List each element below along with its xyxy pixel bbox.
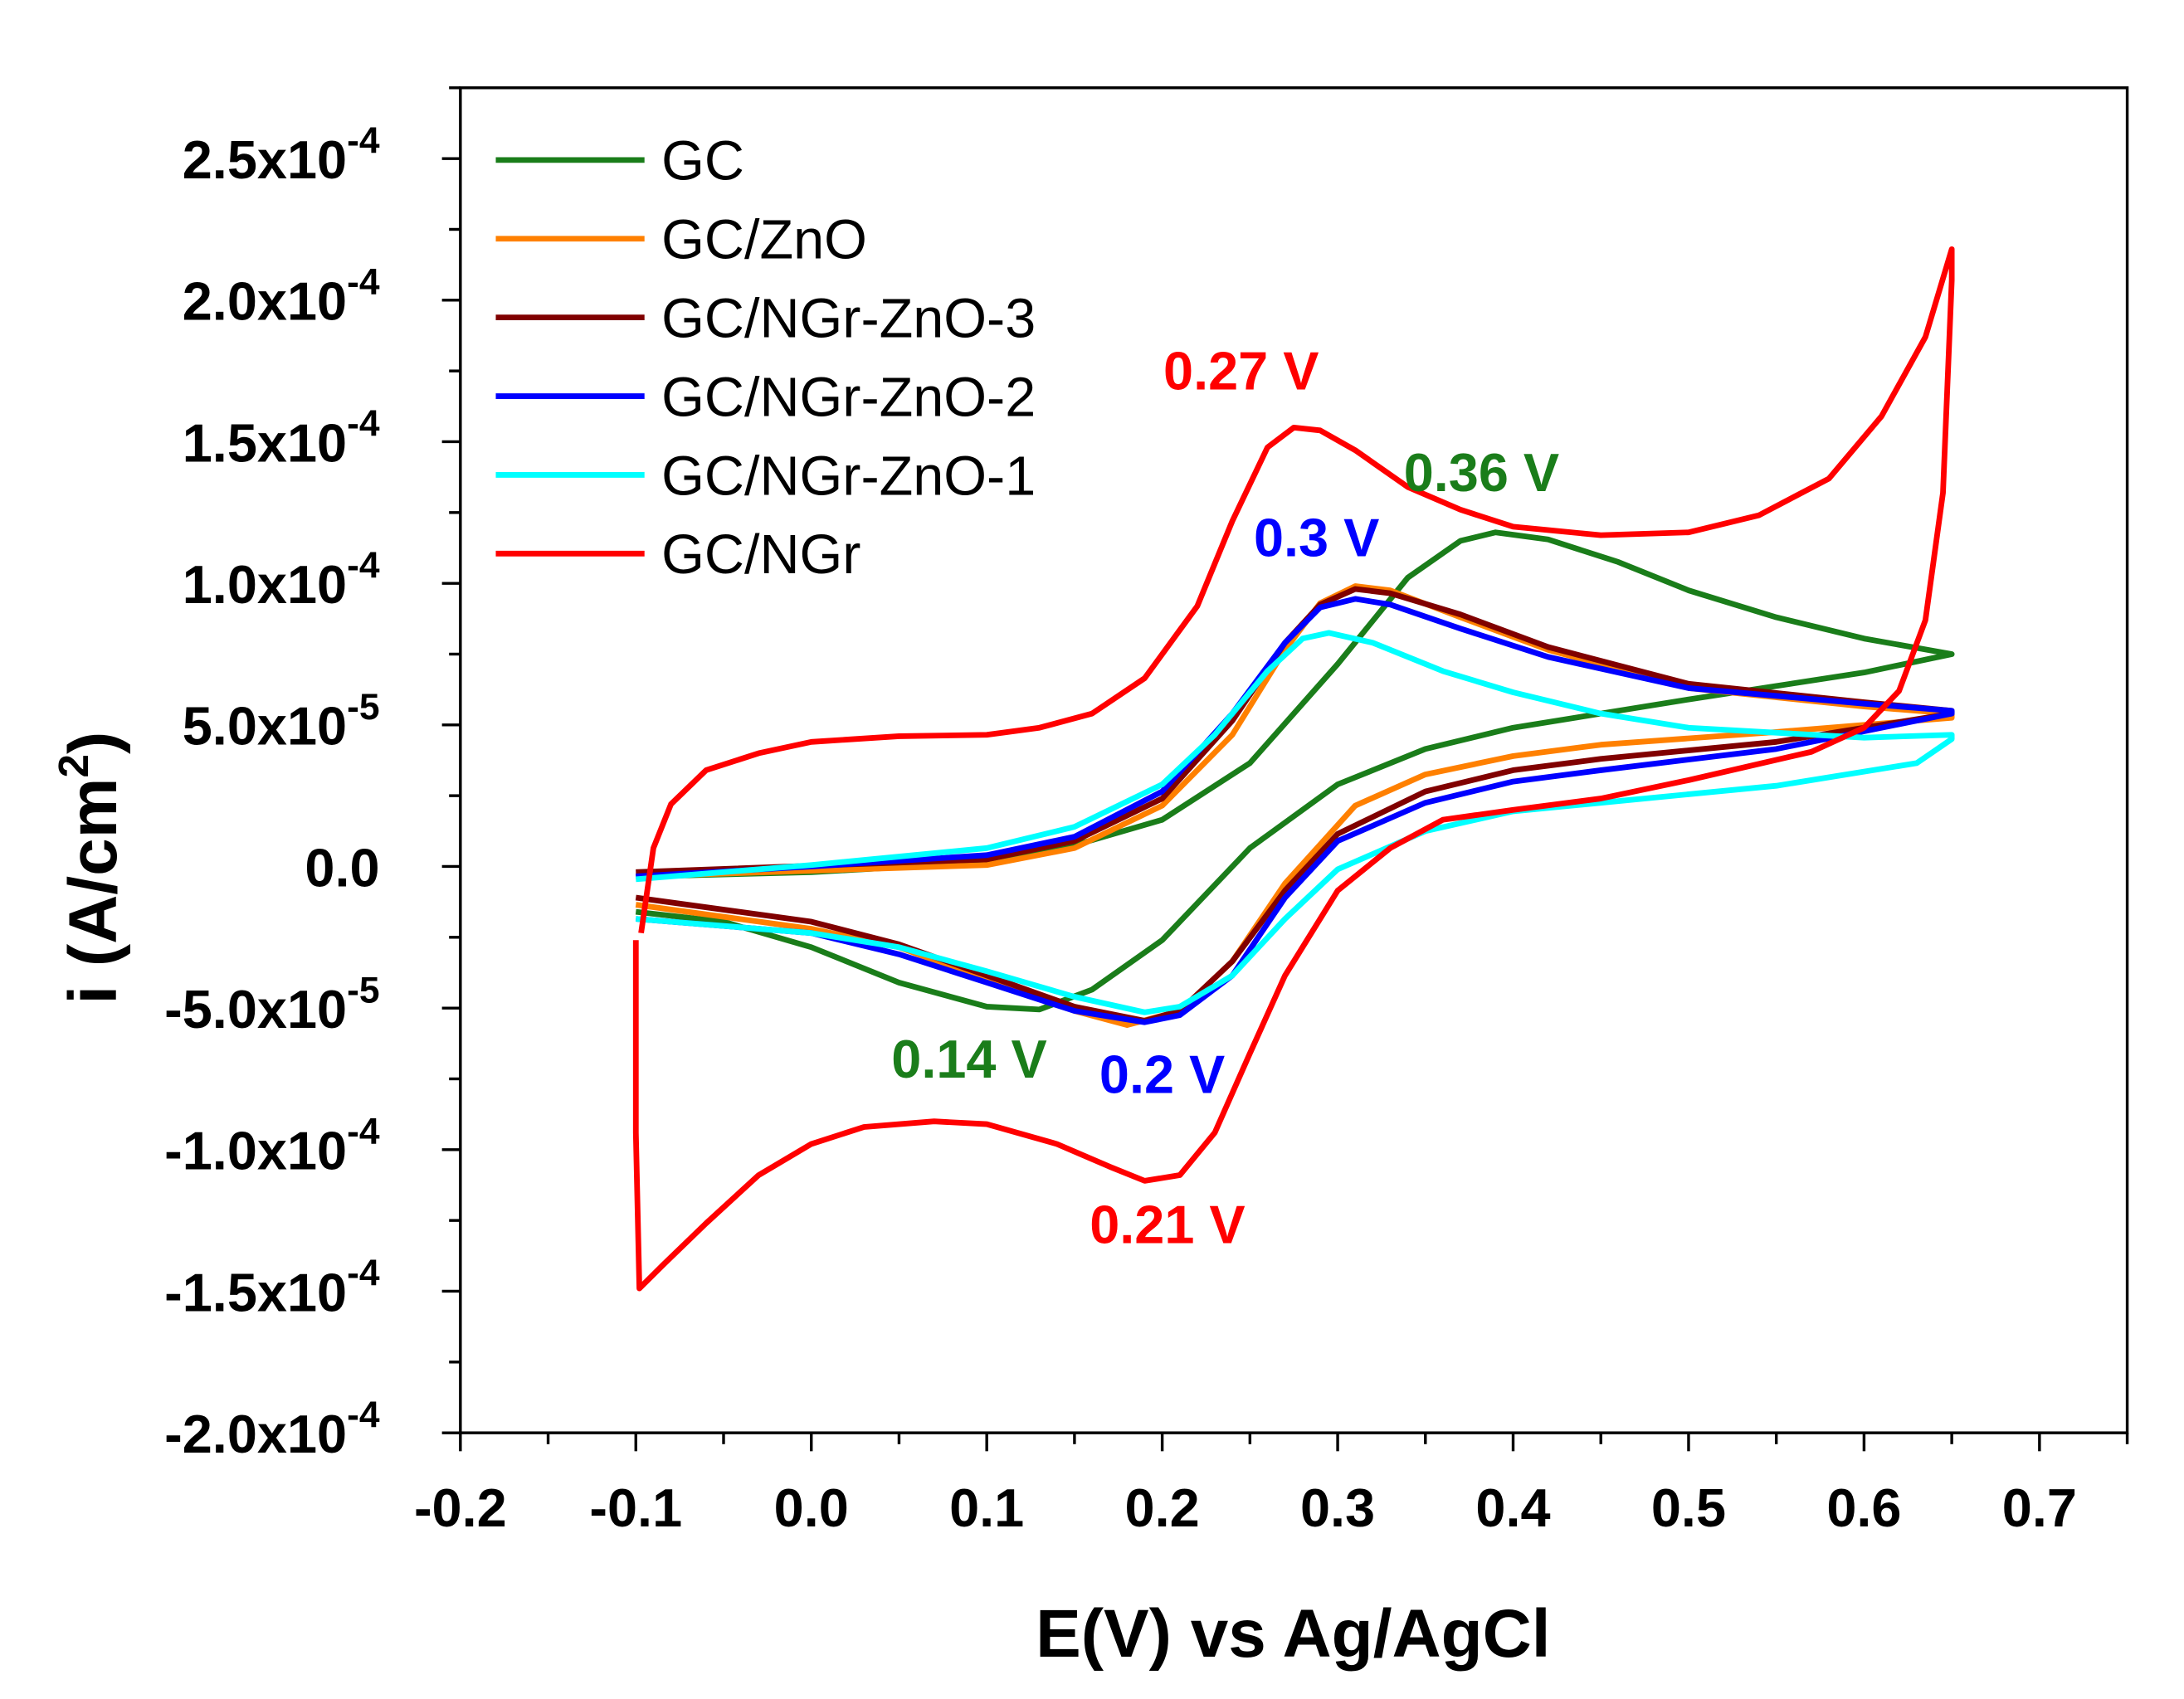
peak-annotation: 0.2 V	[1099, 1044, 1225, 1105]
y-tick-mantissa: 2.5x10	[183, 129, 347, 190]
y-tick-label: -2.0x10-4	[164, 1395, 380, 1464]
y-tick-label: 2.5x10-4	[183, 120, 380, 190]
y-tick-exponent: -4	[347, 1112, 380, 1152]
x-axis-label: E(V) vs Ag/AgCl	[1036, 1596, 1550, 1672]
series-line-gc-ngr-zno-1	[636, 630, 1955, 1015]
plot-frame	[459, 86, 2129, 1434]
peak-annotation: 0.14 V	[891, 1029, 1046, 1089]
y-axis-label: i (A/cm2)	[50, 732, 131, 1005]
y-tick-label: -5.0x10-5	[164, 970, 379, 1039]
y-tick-mantissa: 1.5x10	[183, 412, 347, 473]
y-tick-exponent: -5	[347, 687, 379, 728]
legend-label: GC/NGr-ZnO-2	[661, 367, 1036, 428]
peak-annotation: 0.3 V	[1254, 508, 1379, 568]
y-tick-exponent: -4	[347, 262, 380, 303]
x-tick-label: 0.5	[1651, 1477, 1726, 1538]
x-tick-label: 0.1	[949, 1477, 1024, 1538]
y-tick-label: -1.5x10-4	[164, 1254, 380, 1323]
peak-annotation: 0.36 V	[1404, 442, 1559, 503]
x-tick-label: 0.3	[1300, 1477, 1375, 1538]
legend-label: GC/ZnO	[661, 210, 867, 271]
y-tick-mantissa: 1.0x10	[183, 554, 347, 615]
y-tick-mantissa: 0.0	[305, 837, 379, 898]
x-tick-label: -0.1	[589, 1477, 682, 1538]
peak-annotations: 0.27 V 0.36 V 0.3 V 0.14 V 0.2 V 0.21 V	[891, 340, 1559, 1254]
y-axis-label-main: i (A/cm	[56, 778, 131, 1005]
axis-ticks: -0.2 -0.1 0.0 0.1 0.2 0.3 0.4 0.5 0.6 0.72.5x10-4…	[164, 86, 2129, 1538]
x-tick-label: 0.2	[1125, 1477, 1200, 1538]
legend-label: GC/NGr	[661, 524, 860, 586]
y-tick-label: 1.5x10-4	[183, 404, 380, 474]
series-line-gc-zno	[635, 583, 1955, 1029]
y-tick-label: 5.0x10-5	[183, 687, 380, 757]
y-tick-exponent: -4	[347, 545, 380, 586]
y-tick-exponent: -4	[347, 120, 380, 161]
y-tick-mantissa: 2.0x10	[183, 271, 347, 332]
series-curves	[632, 246, 1955, 1292]
y-tick-label: 2.0x10-4	[183, 262, 380, 332]
peak-annotation: 0.21 V	[1090, 1194, 1245, 1254]
legend: GC GC/ZnO GC/NGr-ZnO-3 GC/NGr-ZnO-2 GC/NGr-Z…	[495, 131, 1036, 586]
legend-label: GC	[661, 131, 744, 192]
y-tick-label: -1.0x10-4	[164, 1112, 380, 1181]
x-tick-label: 0.0	[774, 1477, 849, 1538]
x-tick-label: 0.6	[1826, 1477, 1901, 1538]
y-tick-mantissa: -5.0x10	[164, 979, 347, 1039]
x-tick-label: 0.7	[2002, 1477, 2077, 1538]
series-line-gc	[635, 529, 1955, 1013]
y-tick-mantissa: 5.0x10	[183, 696, 347, 757]
y-tick-exponent: -4	[347, 1254, 380, 1294]
y-tick-label: 0.0	[305, 837, 379, 898]
y-tick-mantissa: -2.0x10	[164, 1404, 347, 1464]
y-axis-label-end: )	[56, 732, 131, 754]
x-tick-label: 0.4	[1475, 1477, 1550, 1538]
legend-label: GC/NGr-ZnO-1	[661, 445, 1036, 507]
legend-label: GC/NGr-ZnO-3	[661, 289, 1036, 350]
y-axis-label-superscript: 2	[50, 754, 97, 777]
y-tick-exponent: -5	[347, 970, 379, 1010]
y-tick-mantissa: -1.0x10	[164, 1121, 347, 1181]
y-tick-exponent: -4	[347, 1395, 380, 1435]
y-tick-exponent: -4	[347, 404, 380, 445]
y-tick-mantissa: -1.5x10	[164, 1262, 347, 1322]
series-line-gc-ngr	[632, 246, 1955, 1292]
y-tick-label: 1.0x10-4	[183, 545, 380, 615]
x-tick-label: -0.2	[414, 1477, 507, 1538]
peak-annotation: 0.27 V	[1163, 340, 1319, 401]
